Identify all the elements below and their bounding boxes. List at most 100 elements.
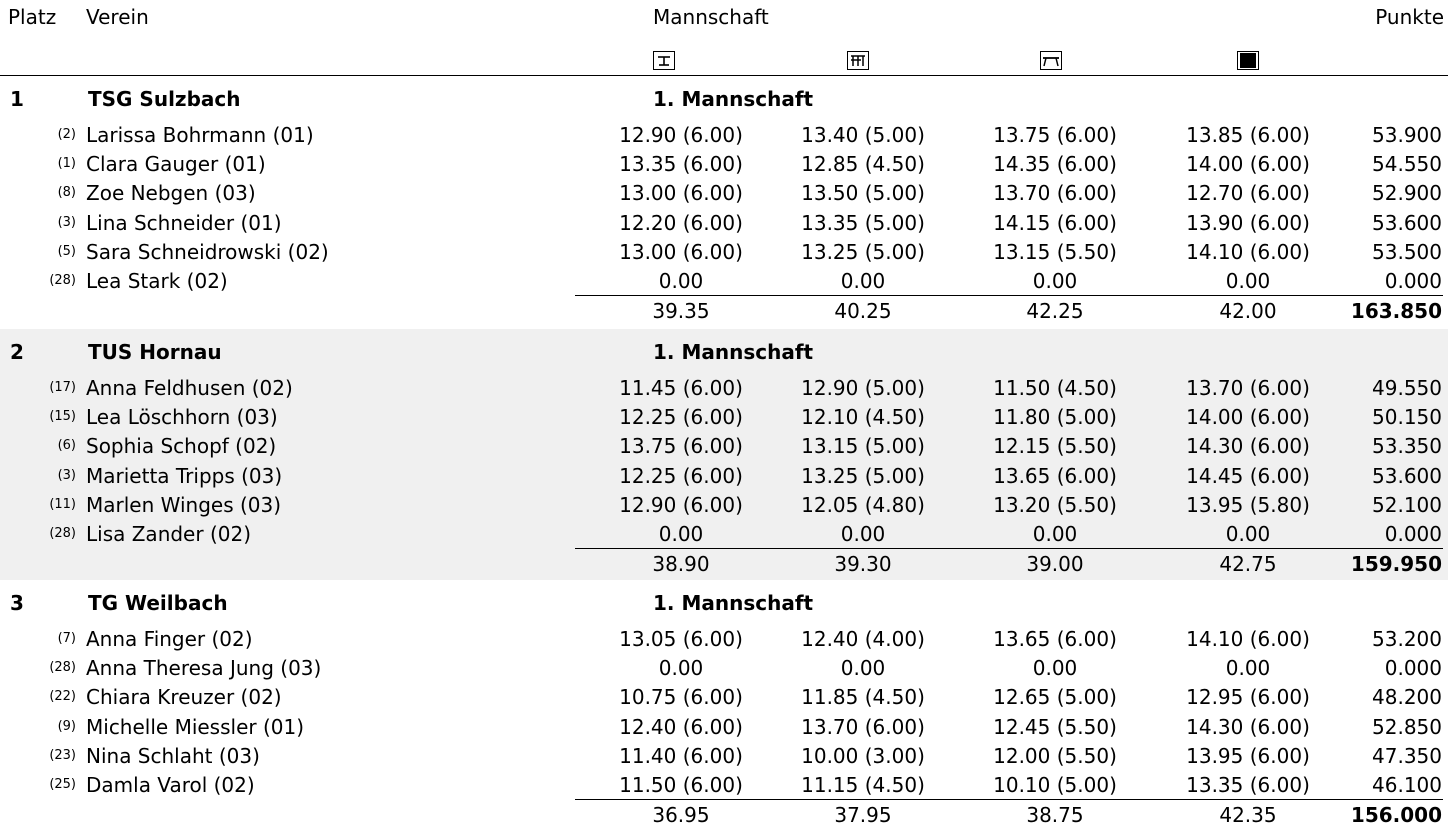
beam-score: 12.15 (5.50) (993, 434, 1117, 459)
athlete-rank: (25) (49, 777, 76, 792)
vault-score: 11.40 (6.00) (619, 743, 743, 768)
athlete-row: (15) Lea Löschhorn (03) 12.25 (6.00) 12.10 … (0, 402, 1448, 431)
athlete-total: 52.100 (1372, 492, 1442, 517)
athlete-name: Lea Löschhorn (03) (86, 405, 278, 430)
floor-score: 13.90 (6.00) (1186, 210, 1310, 235)
athlete-name: Larissa Bohrmann (01) (86, 123, 314, 147)
beam-score: 10.10 (5.00) (993, 773, 1117, 797)
vault-score: 13.00 (6.00) (619, 239, 743, 264)
athlete-rank: (23) (49, 747, 76, 763)
bars-sum: 39.30 (834, 552, 892, 577)
bars-score: 13.25 (5.00) (801, 463, 925, 488)
athlete-rank: (11) (49, 496, 76, 512)
athlete-total: 52.900 (1372, 181, 1442, 206)
athlete-total: 0.000 (1384, 656, 1442, 681)
athlete-total: 53.600 (1372, 210, 1442, 235)
athlete-rank: (1) (57, 156, 76, 172)
bars-score: 12.90 (5.00) (801, 376, 925, 400)
athlete-rank: (28) (49, 273, 76, 288)
athlete-rank: (6) (57, 438, 76, 454)
bars-score: 13.50 (5.00) (801, 181, 925, 206)
bars-score: 11.15 (4.50) (801, 773, 925, 797)
athlete-rank: (2) (57, 127, 76, 142)
beam-score: 13.65 (6.00) (993, 463, 1117, 488)
beam-score: 11.80 (5.00) (993, 405, 1117, 430)
vault-score: 13.05 (6.00) (619, 627, 743, 651)
bars-score: 0.00 (840, 522, 886, 546)
athlete-name: Lisa Zander (02) (86, 522, 251, 546)
team-label: 1. Mannschaft (653, 87, 814, 111)
beam-score: 11.50 (4.50) (993, 376, 1117, 400)
beam-score: 13.70 (6.00) (993, 181, 1117, 206)
team-block: 1 TSG Sulzbach 1. Mannschaft (2) Larissa Boh… (0, 76, 1448, 329)
column-header-place: Platz (8, 5, 57, 29)
sum-divider (575, 548, 1443, 550)
beam-score: 14.15 (6.00) (993, 210, 1117, 235)
athlete-row: (17) Anna Feldhusen (02) 11.45 (6.00) 12.90… (0, 373, 1448, 402)
vault-icon (653, 51, 675, 70)
floor-score: 13.95 (6.00) (1186, 743, 1310, 768)
athlete-name: Anna Feldhusen (02) (86, 376, 293, 400)
vault-score: 10.75 (6.00) (619, 685, 743, 710)
vault-score: 13.75 (6.00) (619, 434, 743, 459)
beam-score: 0.00 (1032, 522, 1078, 546)
athlete-name: Anna Theresa Jung (03) (86, 656, 322, 681)
beam-sum: 39.00 (1026, 552, 1084, 577)
beam-score: 13.65 (6.00) (993, 627, 1117, 651)
vault-score: 11.45 (6.00) (619, 376, 743, 400)
bars-score: 12.85 (4.50) (801, 152, 925, 177)
vault-score: 13.00 (6.00) (619, 181, 743, 206)
bars-sum: 40.25 (834, 299, 892, 324)
club-name: TUS Hornau (88, 340, 222, 364)
bars-score: 13.25 (5.00) (801, 239, 925, 264)
floor-score: 0.00 (1225, 269, 1271, 293)
beam-sum: 42.25 (1026, 299, 1084, 324)
bars-score: 13.35 (5.00) (801, 210, 925, 235)
athlete-name: Anna Finger (02) (86, 627, 253, 651)
vault-score: 13.35 (6.00) (619, 152, 743, 177)
floor-sum: 42.00 (1219, 299, 1277, 324)
athlete-row: (2) Larissa Bohrmann (01) 12.90 (6.00) 13.4… (0, 120, 1448, 149)
athlete-name: Marietta Tripps (03) (86, 463, 283, 488)
athlete-name: Zoe Nebgen (03) (86, 181, 256, 206)
athlete-row: (1) Clara Gauger (01) 13.35 (6.00) 12.85 (4… (0, 149, 1448, 178)
column-header-points: Punkte (1375, 5, 1444, 29)
vault-score: 0.00 (658, 269, 704, 293)
athlete-rank: (5) (57, 243, 76, 259)
beam-score: 13.15 (5.50) (993, 239, 1117, 264)
athlete-rank: (7) (57, 631, 76, 646)
athlete-name: Sophia Schopf (02) (86, 434, 277, 459)
bars-score: 12.40 (4.00) (801, 627, 925, 651)
athlete-total: 48.200 (1372, 685, 1442, 710)
athlete-row: (28) Anna Theresa Jung (03) 0.00 0.00 0.00 0.… (0, 653, 1448, 682)
team-label: 1. Mannschaft (653, 591, 814, 615)
athlete-rank: (28) (49, 526, 76, 541)
athlete-rank: (28) (49, 660, 76, 676)
athlete-total: 0.000 (1384, 522, 1442, 546)
floor-score: 14.30 (6.00) (1186, 434, 1310, 459)
beam-sum: 38.75 (1026, 803, 1084, 828)
sum-divider (575, 295, 1443, 297)
athlete-name: Clara Gauger (01) (86, 152, 266, 177)
athlete-total: 54.550 (1372, 152, 1442, 177)
athlete-name: Lina Schneider (01) (86, 210, 282, 235)
athlete-total: 50.150 (1372, 405, 1442, 430)
athlete-rank: (3) (57, 214, 76, 230)
athlete-row: (5) Sara Schneidrowski (02) 13.00 (6.00) 13… (0, 237, 1448, 266)
athlete-total: 0.000 (1384, 269, 1442, 293)
athlete-name: Lea Stark (02) (86, 269, 228, 293)
beam-score: 13.75 (6.00) (993, 123, 1117, 147)
athlete-total: 46.100 (1372, 773, 1442, 797)
athlete-name: Sara Schneidrowski (02) (86, 239, 329, 264)
bars-score: 13.70 (6.00) (801, 714, 925, 739)
athlete-row: (8) Zoe Nebgen (03) 13.00 (6.00) 13.50 (5.0… (0, 178, 1448, 207)
athlete-rank: (22) (49, 689, 76, 705)
athlete-row: (22) Chiara Kreuzer (02) 10.75 (6.00) 11.85… (0, 682, 1448, 711)
column-header-club: Verein (86, 5, 149, 29)
team-label: 1. Mannschaft (653, 340, 814, 364)
beam-score: 12.65 (5.00) (993, 685, 1117, 710)
bars-score: 0.00 (840, 269, 886, 293)
floor-score: 12.95 (6.00) (1186, 685, 1310, 710)
athlete-row: (11) Marlen Winges (03) 12.90 (6.00) 12.05 … (0, 490, 1448, 519)
team-block: 2 TUS Hornau 1. Mannschaft (17) Anna Feldhus… (0, 329, 1448, 580)
